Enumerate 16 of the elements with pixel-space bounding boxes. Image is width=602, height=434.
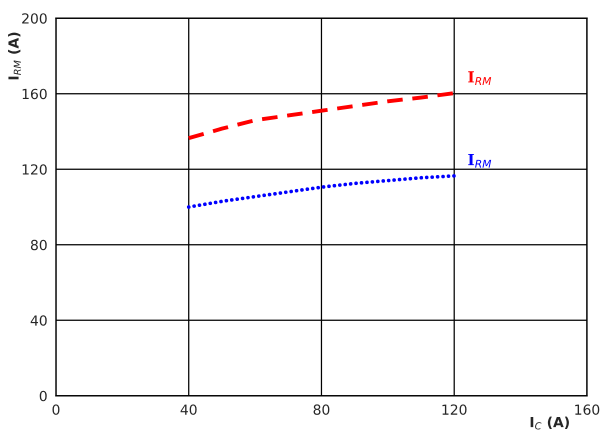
y-axis-title: I$_{RM}$ (A) [8,32,21,80]
x-tick-label: 80 [314,404,330,415]
series-label: I$_{RM}$ [468,154,492,168]
y-tick-label: 200 [22,13,47,24]
y-tick-label: 160 [22,88,47,100]
x-axis-title: I$_{C}$ (A) [530,416,569,430]
y-tick-label: 0 [40,390,47,402]
line-series [186,174,456,209]
x-tick-label: 160 [575,404,600,415]
series-label: I$_{RM}$ [468,71,492,85]
y-tick-label: 120 [22,164,47,175]
x-tick-label: 0 [52,404,60,415]
x-tick-label: 120 [442,404,467,415]
y-tick-label: 40 [30,315,47,326]
x-tick-label: 40 [180,404,197,415]
y-tick-label: 80 [30,240,47,250]
